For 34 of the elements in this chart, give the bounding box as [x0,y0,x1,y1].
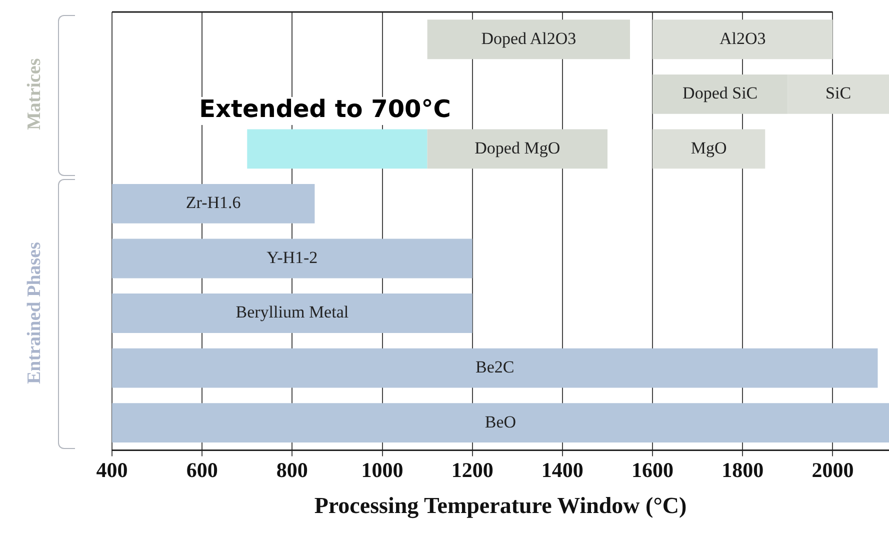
data-label: MgO [690,138,727,158]
data-label: Y-H1-2 [266,248,318,267]
bar [427,129,608,169]
data-label: Al2O3 [719,28,766,48]
data-label: Doped Al2O3 [481,28,576,48]
data-label: BeO [484,412,516,432]
x-tick-label: 1200 [451,458,494,482]
data-label: Doped MgO [474,138,560,158]
x-tick-label: 1600 [632,458,674,482]
bar [427,20,630,60]
x-tick-label: 600 [186,458,218,482]
x-axis-title: Processing Temperature Window (°C) [314,493,687,520]
data-label: Be2C [476,358,514,377]
x-tick-label: 400 [96,458,128,482]
bar [112,403,889,443]
x-tick-label: 1000 [361,458,404,482]
bar [652,20,833,60]
x-tick-label: 2000 [812,458,854,482]
x-tick-label: 1800 [722,458,764,482]
x-tick-label: 800 [276,458,308,482]
data-label: Beryllium Metal [236,302,349,322]
bar [247,129,428,169]
text: Entrained Phases [24,242,46,384]
bar [652,129,766,169]
annotation: Extended to 700°C [199,95,451,124]
data-label: Doped SiC [682,84,758,103]
bar [112,238,472,278]
bar [112,294,472,333]
data-label: SiC [826,84,852,103]
bar [112,184,315,224]
bar [112,348,878,388]
x-tick-label: 1400 [541,458,584,482]
text: Matrices [24,58,46,130]
data-label: Zr-H1.6 [186,193,241,212]
